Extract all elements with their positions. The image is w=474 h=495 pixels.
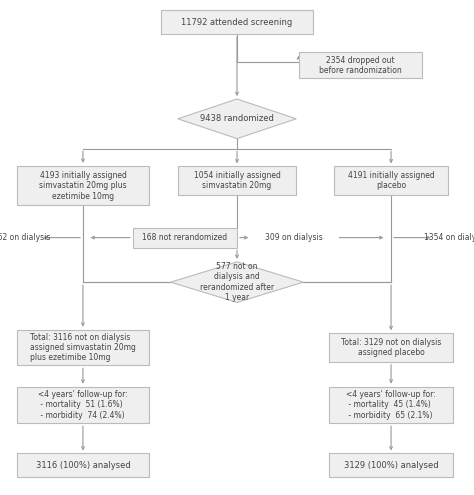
- Text: 2354 dropped out
before randomization: 2354 dropped out before randomization: [319, 55, 401, 75]
- Text: 3129 (100%) analysed: 3129 (100%) analysed: [344, 461, 438, 470]
- Polygon shape: [178, 99, 296, 139]
- Text: 577 not on
dialysis and
rerandomized after
1 year: 577 not on dialysis and rerandomized aft…: [200, 262, 274, 302]
- FancyBboxPatch shape: [161, 10, 313, 34]
- Text: 168 not rerandomized: 168 not rerandomized: [142, 233, 228, 242]
- Text: 9438 randomized: 9438 randomized: [200, 114, 274, 123]
- Text: 1054 initially assigned
simvastatin 20mg: 1054 initially assigned simvastatin 20mg: [193, 171, 281, 191]
- FancyBboxPatch shape: [17, 453, 149, 477]
- FancyBboxPatch shape: [329, 453, 453, 477]
- Text: <4 years' follow-up for:
 - mortality  45 (1.4%)
 - morbidity  65 (2.1%): <4 years' follow-up for: - mortality 45 …: [346, 390, 436, 420]
- FancyBboxPatch shape: [334, 166, 448, 195]
- Text: 1354 on dialysis: 1354 on dialysis: [424, 233, 474, 242]
- FancyBboxPatch shape: [17, 166, 149, 205]
- FancyBboxPatch shape: [17, 387, 149, 423]
- Text: 4193 initially assigned
simvastatin 20mg plus
ezetimibe 10mg: 4193 initially assigned simvastatin 20mg…: [39, 171, 127, 200]
- FancyBboxPatch shape: [299, 52, 422, 78]
- FancyBboxPatch shape: [133, 228, 237, 248]
- Text: 1362 on dialysis: 1362 on dialysis: [0, 233, 50, 242]
- FancyBboxPatch shape: [178, 166, 296, 195]
- Polygon shape: [171, 262, 303, 302]
- Text: Total: 3116 not on dialysis
assigned simvastatin 20mg
plus ezetimibe 10mg: Total: 3116 not on dialysis assigned sim…: [30, 333, 136, 362]
- Text: 309 on dialysis: 309 on dialysis: [265, 233, 323, 242]
- Text: Total: 3129 not on dialysis
assigned placebo: Total: 3129 not on dialysis assigned pla…: [341, 338, 441, 357]
- Text: <4 years' follow-up for:
 - mortality  51 (1.6%)
 - morbidity  74 (2.4%): <4 years' follow-up for: - mortality 51 …: [38, 390, 128, 420]
- FancyBboxPatch shape: [329, 387, 453, 423]
- FancyBboxPatch shape: [17, 330, 149, 365]
- Text: 4191 initially assigned
placebo: 4191 initially assigned placebo: [347, 171, 435, 191]
- Text: 11792 attended screening: 11792 attended screening: [182, 18, 292, 27]
- FancyBboxPatch shape: [329, 333, 453, 362]
- Text: 3116 (100%) analysed: 3116 (100%) analysed: [36, 461, 130, 470]
